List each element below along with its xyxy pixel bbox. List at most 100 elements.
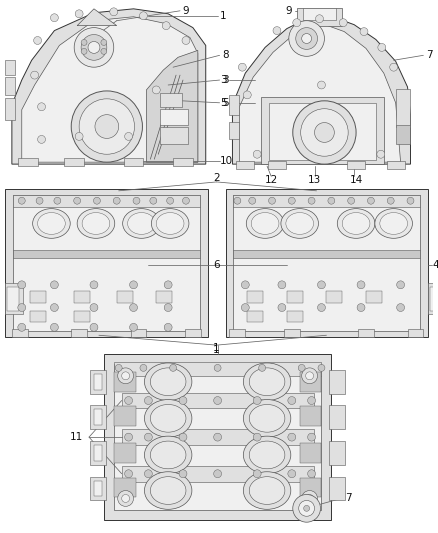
Circle shape: [253, 150, 261, 158]
Bar: [247, 311, 263, 322]
Bar: [131, 329, 146, 337]
Circle shape: [18, 281, 26, 289]
Ellipse shape: [342, 213, 370, 235]
Circle shape: [314, 123, 334, 142]
Text: 10: 10: [220, 156, 233, 166]
Circle shape: [306, 495, 314, 503]
Circle shape: [118, 368, 134, 384]
Bar: [230, 95, 240, 115]
Text: 3: 3: [220, 75, 227, 85]
Ellipse shape: [82, 213, 110, 235]
Circle shape: [288, 197, 295, 204]
Circle shape: [115, 365, 122, 372]
Circle shape: [139, 12, 147, 20]
Ellipse shape: [249, 477, 285, 504]
Polygon shape: [22, 17, 198, 162]
Circle shape: [407, 197, 414, 204]
Bar: [226, 189, 428, 337]
Circle shape: [90, 304, 98, 311]
Text: 3: 3: [222, 75, 229, 85]
Circle shape: [214, 433, 222, 441]
Circle shape: [318, 281, 325, 289]
Circle shape: [367, 197, 374, 204]
Circle shape: [307, 470, 315, 478]
Bar: [122, 429, 314, 445]
Bar: [104, 354, 332, 520]
Polygon shape: [146, 51, 198, 162]
Circle shape: [81, 39, 87, 45]
Bar: [329, 477, 345, 500]
Bar: [90, 441, 106, 465]
Bar: [160, 126, 188, 144]
Ellipse shape: [145, 436, 192, 474]
Circle shape: [164, 324, 172, 332]
Circle shape: [125, 470, 133, 478]
Circle shape: [95, 115, 119, 139]
Text: 1: 1: [220, 11, 227, 21]
Bar: [5, 98, 15, 119]
Bar: [13, 195, 200, 332]
Bar: [326, 290, 342, 303]
Ellipse shape: [145, 363, 192, 400]
Bar: [13, 250, 200, 258]
Text: 2: 2: [213, 173, 220, 183]
Circle shape: [318, 81, 325, 89]
Ellipse shape: [150, 441, 186, 469]
Ellipse shape: [286, 213, 314, 235]
Circle shape: [293, 19, 301, 27]
Bar: [269, 103, 376, 160]
Text: 7: 7: [345, 494, 352, 504]
Bar: [30, 290, 46, 303]
Circle shape: [288, 433, 296, 441]
Bar: [156, 290, 172, 303]
Circle shape: [241, 304, 249, 311]
Bar: [160, 109, 188, 125]
Circle shape: [299, 500, 314, 516]
Ellipse shape: [33, 208, 70, 238]
Bar: [94, 409, 102, 425]
Bar: [366, 290, 382, 303]
Circle shape: [74, 197, 81, 204]
Circle shape: [133, 197, 140, 204]
Circle shape: [110, 8, 118, 16]
Circle shape: [88, 42, 100, 53]
Circle shape: [71, 91, 142, 162]
Bar: [117, 290, 133, 303]
Circle shape: [357, 281, 365, 289]
Circle shape: [125, 397, 133, 405]
Circle shape: [164, 281, 172, 289]
Circle shape: [81, 49, 87, 54]
Bar: [300, 478, 321, 497]
Circle shape: [145, 397, 152, 405]
Circle shape: [152, 86, 160, 94]
Bar: [90, 370, 106, 393]
Ellipse shape: [251, 213, 279, 235]
Circle shape: [179, 397, 187, 405]
Bar: [396, 125, 410, 144]
Ellipse shape: [380, 213, 407, 235]
Bar: [233, 195, 420, 207]
Ellipse shape: [145, 400, 192, 437]
Ellipse shape: [246, 208, 284, 238]
Bar: [12, 329, 28, 337]
Bar: [160, 93, 182, 107]
Bar: [30, 311, 46, 322]
Bar: [287, 290, 303, 303]
Circle shape: [397, 304, 405, 311]
Circle shape: [234, 197, 241, 204]
Circle shape: [122, 372, 130, 379]
Bar: [407, 329, 424, 337]
Polygon shape: [77, 9, 117, 26]
Text: 11: 11: [70, 432, 83, 442]
Circle shape: [130, 304, 138, 311]
Bar: [74, 290, 90, 303]
Circle shape: [377, 150, 385, 158]
Bar: [297, 8, 342, 26]
Text: 6: 6: [213, 260, 220, 270]
Circle shape: [164, 304, 172, 311]
Ellipse shape: [145, 472, 192, 510]
Text: 8: 8: [222, 50, 229, 60]
Text: 4: 4: [432, 260, 438, 270]
Circle shape: [179, 470, 187, 478]
Ellipse shape: [249, 368, 285, 395]
